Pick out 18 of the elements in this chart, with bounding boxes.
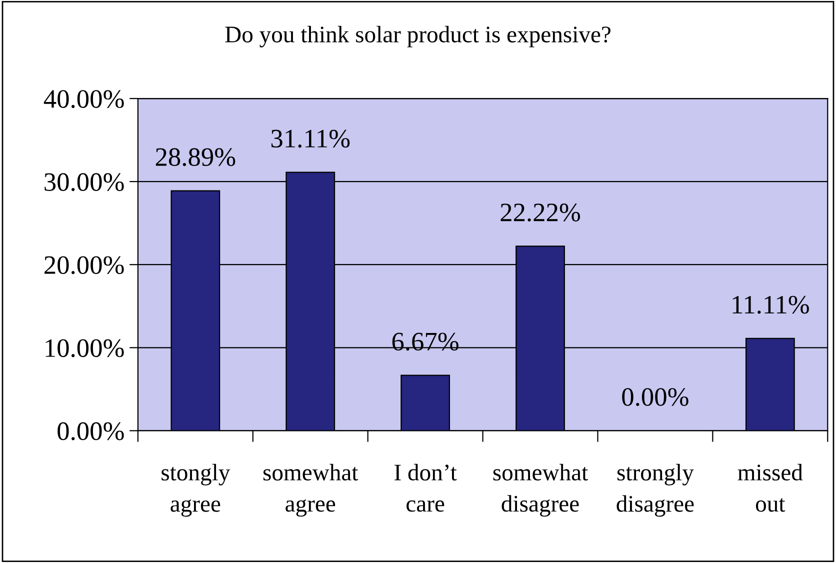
- y-tick-label: 40.00%: [44, 90, 124, 108]
- data-label: 6.67%: [392, 332, 458, 351]
- x-tick-label: I don’t care: [394, 464, 457, 512]
- data-label: 28.89%: [156, 148, 236, 166]
- y-tick-label: 0.00%: [58, 422, 124, 440]
- y-tick-label: 20.00%: [44, 256, 124, 274]
- data-label: 0.00%: [622, 388, 688, 406]
- x-tick-label: strongly disagree: [616, 464, 694, 517]
- y-tick-label: 30.00%: [44, 173, 124, 192]
- x-tick-label: missed out: [738, 464, 803, 512]
- data-label: 11.11%: [732, 296, 809, 314]
- x-tick-label: somewhat disagree: [493, 464, 588, 517]
- y-tick-label: 10.00%: [46, 339, 124, 358]
- data-label: 31.11%: [271, 130, 350, 148]
- chart-title: Do you think solar product is expensive?: [225, 26, 610, 48]
- data-label: 22.22%: [500, 204, 580, 222]
- x-tick-label: stongly agree: [162, 464, 230, 517]
- x-tick-label: somewhat agree: [263, 464, 358, 517]
